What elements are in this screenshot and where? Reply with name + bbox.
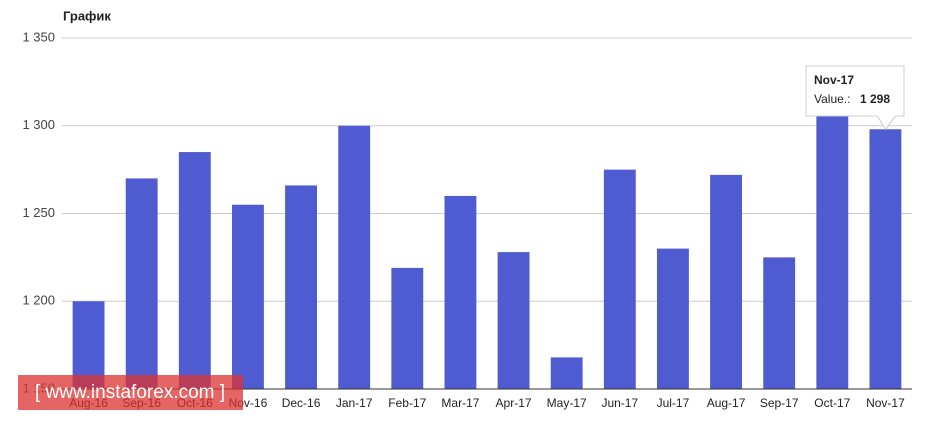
- bar: [232, 204, 264, 389]
- x-tick-label: May-17: [547, 396, 587, 410]
- x-tick-label: Apr-17: [496, 396, 532, 410]
- x-tick-label: Aug-17: [707, 396, 746, 410]
- bar: [125, 178, 158, 389]
- bar: [550, 357, 583, 389]
- bar: [816, 108, 849, 389]
- x-tick-label: Oct-17: [814, 396, 850, 410]
- x-tick-label: Jun-17: [601, 396, 638, 410]
- x-tick-label: Feb-17: [388, 396, 426, 410]
- x-tick-label: Dec-16: [282, 396, 321, 410]
- tooltip-label: Value.:: [814, 92, 850, 106]
- watermark-box: [18, 375, 243, 410]
- bar: [72, 301, 105, 389]
- y-tick-label: 1 350: [22, 29, 55, 44]
- bar: [603, 169, 636, 389]
- x-tick-label: Sep-17: [760, 396, 799, 410]
- bar: [710, 174, 742, 389]
- tooltip-value: 1 298: [860, 92, 890, 106]
- bar: [869, 129, 902, 389]
- tooltip: Nov-17 Value.: 1 298: [805, 65, 905, 131]
- x-tick-label: Nov-17: [866, 396, 905, 410]
- bar: [285, 185, 317, 389]
- bar: [338, 125, 371, 389]
- x-tick-label: Jul-17: [657, 396, 690, 410]
- x-tick-label: Jan-17: [336, 396, 373, 410]
- bar: [763, 257, 796, 389]
- bar: [497, 252, 530, 389]
- y-tick-label: 1 200: [22, 293, 55, 308]
- x-tick-label: Mar-17: [441, 396, 479, 410]
- bar: [178, 152, 211, 389]
- tooltip-box: [805, 65, 905, 131]
- watermark: [ www.instaforex.com ]: [35, 382, 225, 403]
- bar: [391, 267, 424, 389]
- tooltip-title: Nov-17: [814, 73, 854, 87]
- y-tick-label: 1 250: [22, 205, 55, 220]
- chart-title: График: [63, 8, 111, 23]
- bar: [444, 195, 477, 389]
- bar: [657, 248, 689, 389]
- y-tick-label: 1 300: [22, 117, 55, 132]
